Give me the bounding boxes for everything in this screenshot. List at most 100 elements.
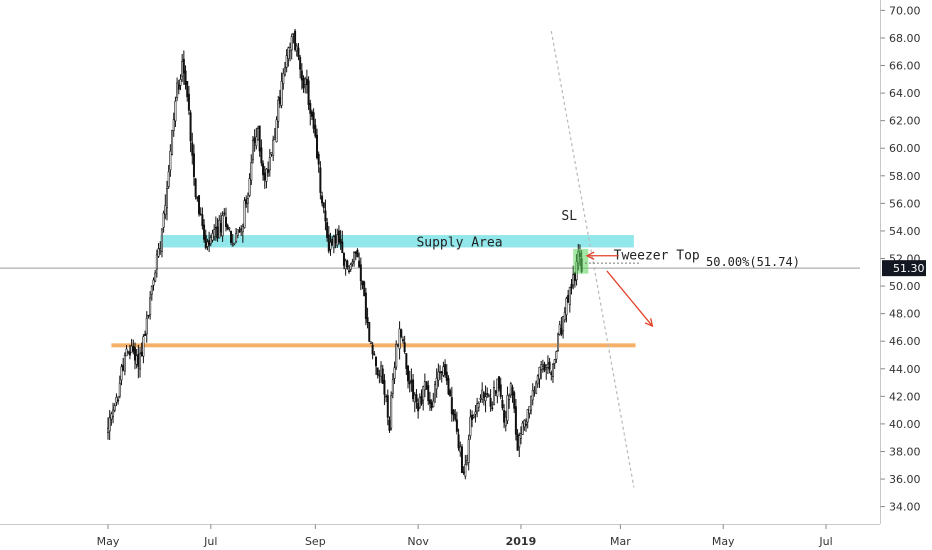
candle [558, 320, 561, 336]
candle [486, 387, 489, 398]
candle [118, 375, 121, 399]
candle [356, 248, 359, 258]
candle [516, 429, 519, 451]
y-tick-label: 40.00 [889, 418, 921, 431]
candle [482, 391, 485, 406]
tweezer-arrow [585, 251, 619, 260]
candle [506, 386, 509, 425]
candle [396, 343, 399, 347]
candle [228, 227, 231, 232]
candle [287, 46, 290, 67]
candle [150, 285, 153, 301]
candle [503, 404, 506, 429]
candle [519, 426, 522, 445]
candle [223, 208, 226, 217]
candle [307, 76, 310, 111]
candle [398, 321, 401, 360]
candle [312, 108, 315, 134]
candle [378, 369, 381, 384]
candle [444, 359, 447, 378]
candle [457, 428, 460, 451]
candle [339, 230, 342, 250]
candle [235, 227, 238, 244]
candle [152, 277, 155, 291]
candle [511, 384, 514, 403]
tweezer-top-label: Tweezer Top [614, 249, 700, 264]
candle [226, 223, 229, 231]
candle [201, 207, 204, 230]
candle [363, 280, 366, 297]
candle [186, 80, 189, 102]
time-axis[interactable]: May Jul Sep Nov 2019 Mar May Jul [0, 524, 880, 549]
candle [432, 392, 435, 408]
candle [233, 242, 236, 246]
candle [430, 399, 433, 411]
candle [160, 228, 163, 258]
candles [107, 28, 583, 480]
candle [203, 219, 206, 243]
candle [282, 68, 285, 90]
candle [331, 236, 334, 246]
candle [551, 363, 554, 384]
y-tick-label: 60.00 [889, 142, 921, 155]
candle [278, 89, 281, 108]
candle [292, 32, 295, 44]
candle [218, 215, 221, 239]
candle [270, 152, 273, 157]
candle [491, 401, 494, 412]
candle [130, 338, 133, 353]
candle [368, 322, 371, 343]
target-arrow [606, 270, 654, 328]
candle [257, 125, 260, 141]
price-axis[interactable]: 34.00 36.00 38.00 40.00 42.00 44.00 46.00 48.00… [880, 0, 921, 524]
candle [501, 395, 504, 411]
candle [209, 234, 212, 247]
candle [171, 130, 174, 156]
candle [449, 388, 452, 397]
candle [238, 226, 241, 233]
candle [192, 144, 195, 186]
candle [425, 381, 428, 390]
candle [283, 61, 286, 77]
candle [521, 420, 524, 435]
candle [248, 173, 251, 198]
candle [187, 85, 190, 115]
candle [110, 411, 113, 426]
candle [358, 252, 361, 268]
sl-label: SL [561, 209, 577, 224]
candle [224, 207, 227, 232]
candle [255, 127, 258, 150]
candle [316, 128, 319, 160]
candle [423, 373, 426, 398]
candle [155, 249, 158, 278]
candle [496, 378, 499, 404]
candle [265, 167, 268, 189]
candle [479, 394, 482, 403]
candle [412, 373, 415, 402]
candle [204, 229, 207, 250]
candle [157, 242, 160, 258]
candle [499, 377, 502, 400]
candle [177, 79, 180, 95]
candle [310, 109, 313, 121]
candle [167, 164, 170, 189]
candle [442, 361, 445, 378]
candle [275, 116, 278, 143]
candle [354, 250, 357, 261]
candle [508, 393, 511, 409]
candle [250, 154, 253, 186]
candle [112, 402, 115, 424]
candle [191, 132, 194, 165]
candle [154, 269, 157, 283]
y-tick-label: 34.00 [889, 501, 921, 514]
candle [536, 374, 539, 388]
candle [280, 72, 283, 109]
candle [211, 229, 214, 243]
candle [418, 393, 421, 410]
candle [481, 382, 484, 404]
candle [123, 352, 126, 376]
candle [364, 287, 367, 326]
candle [528, 406, 531, 419]
candle [472, 414, 475, 419]
